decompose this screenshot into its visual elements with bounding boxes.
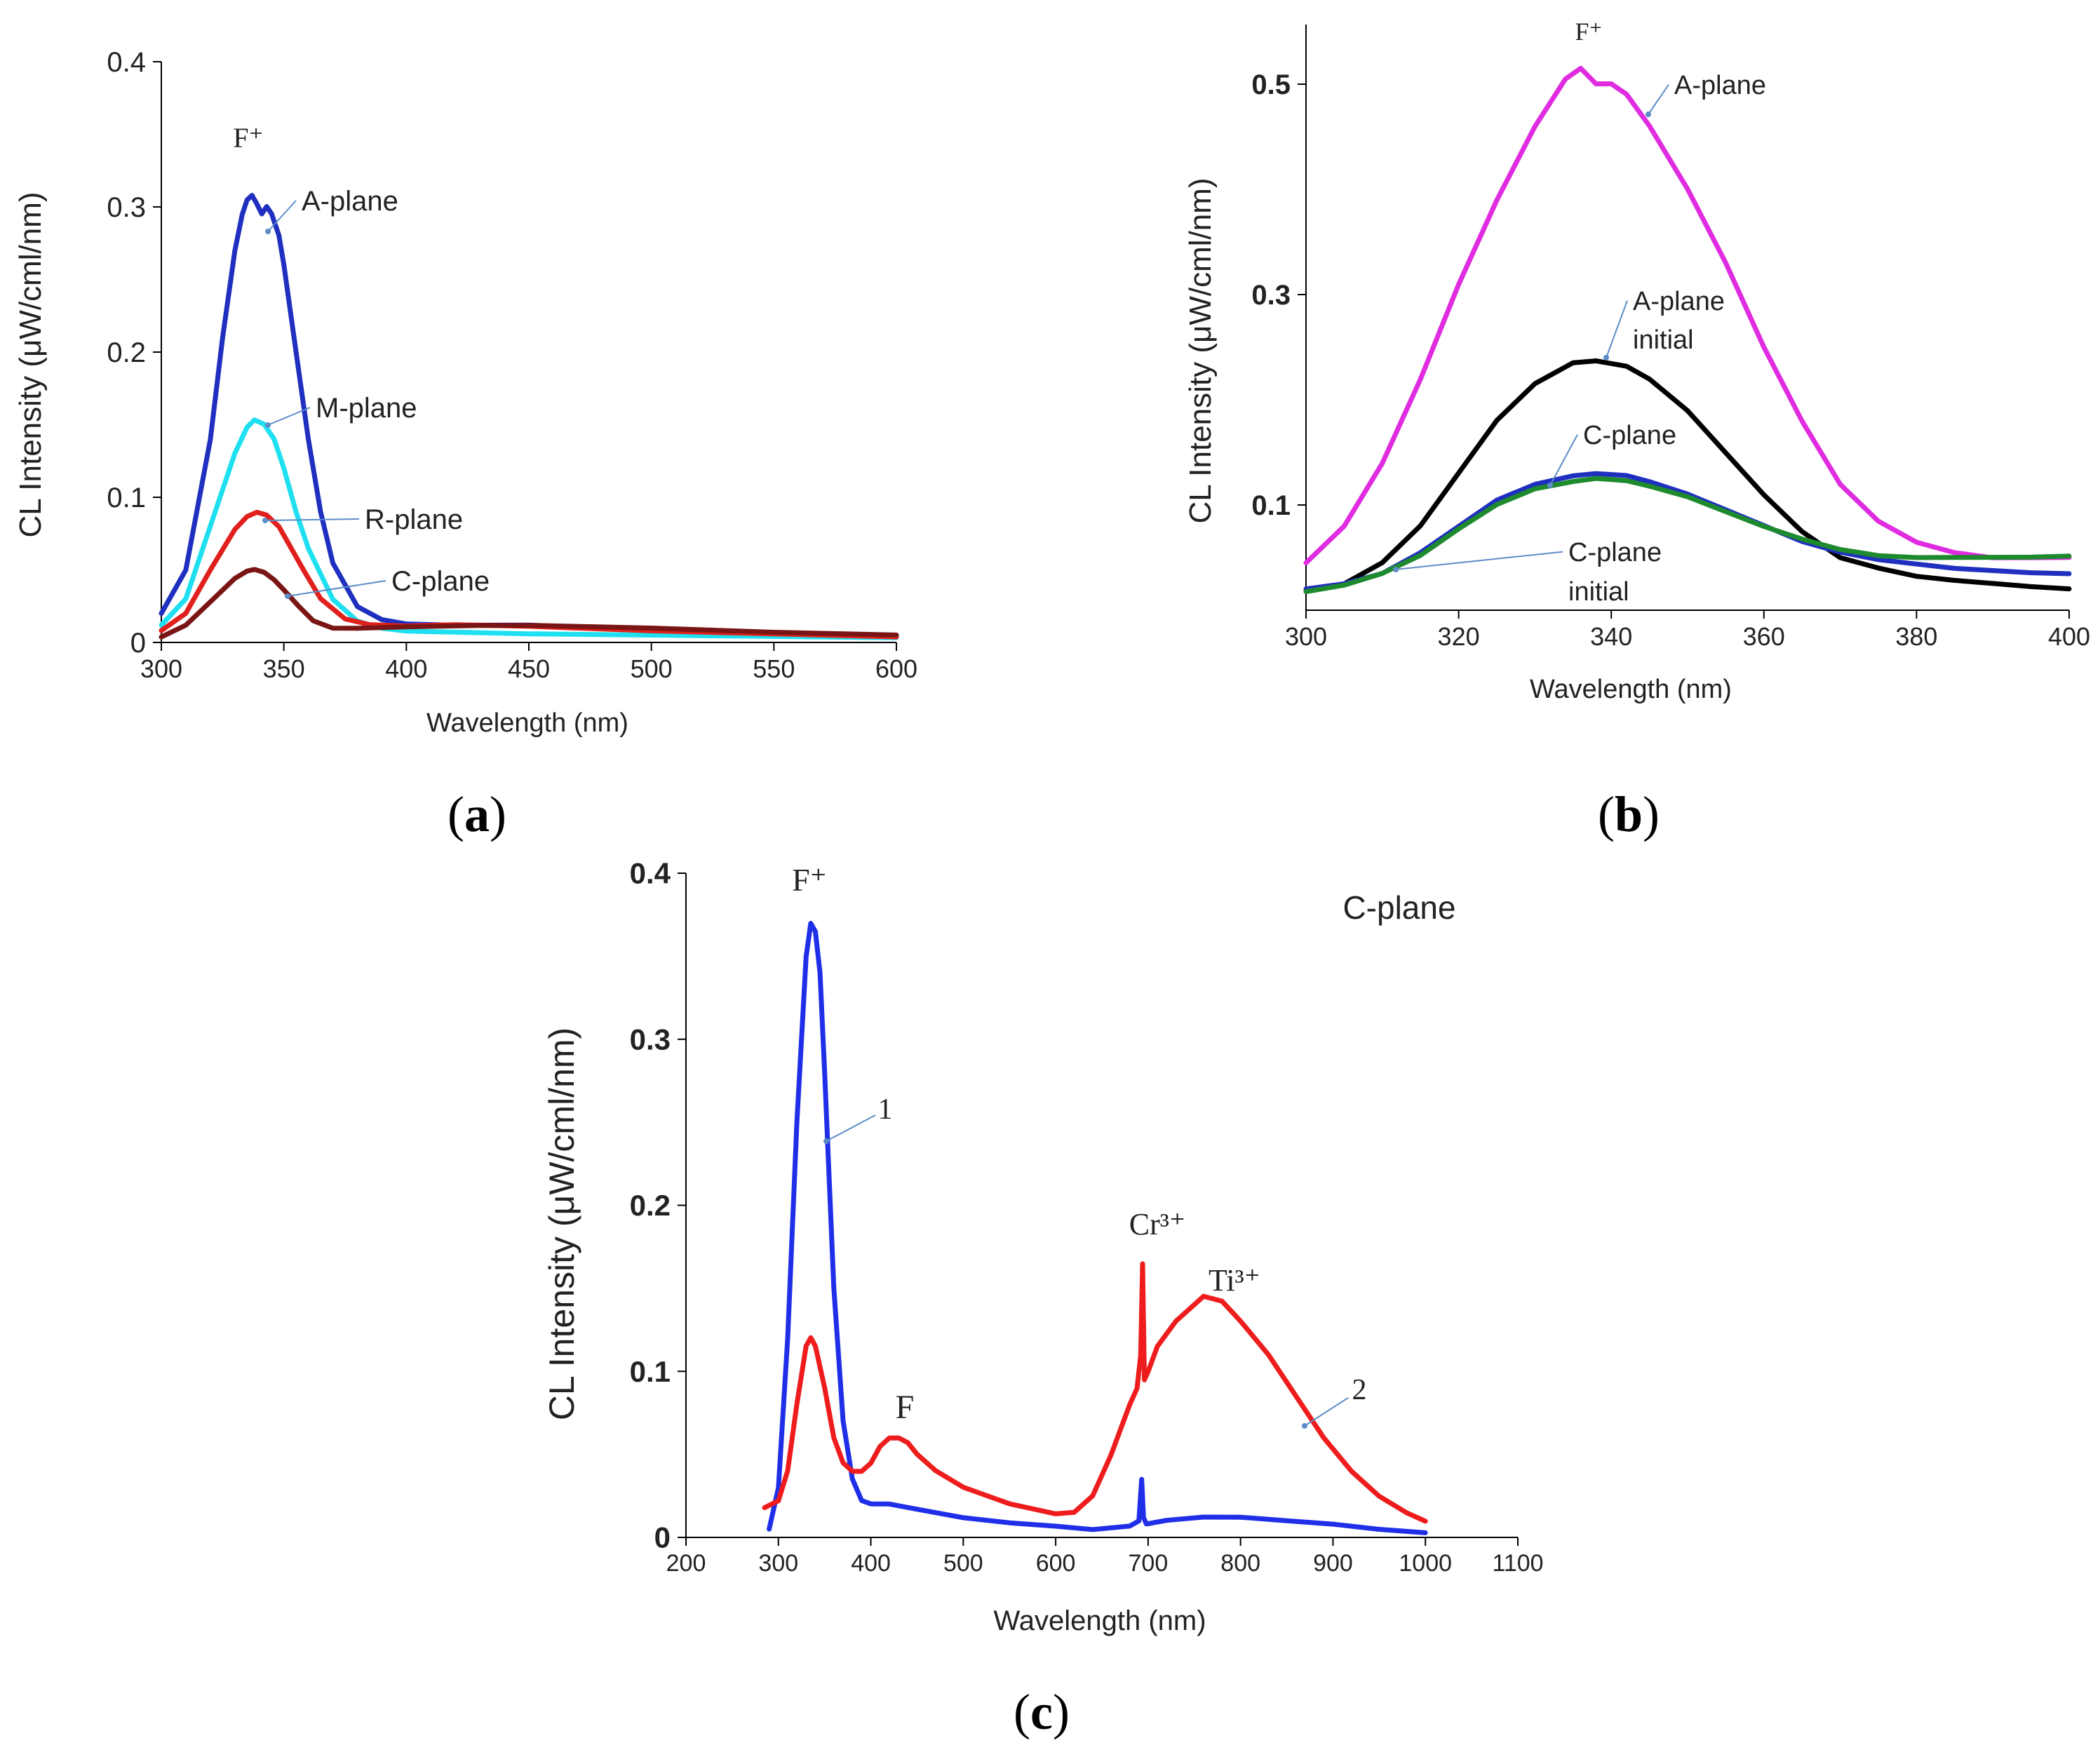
chart-a-y-tick-label: 0	[130, 628, 146, 659]
chart-c-x-tick-label: 800	[1220, 1550, 1260, 1577]
chart-b-leader-line	[1606, 300, 1628, 358]
chart-c-x-tick-label: 1000	[1399, 1550, 1452, 1577]
chart-c-series-1	[767, 921, 1428, 1535]
chart-a-y-axis-label: CL Intensity (μW/cml/nm)	[13, 191, 48, 537]
chart-a-peak-label-fplus: F⁺	[233, 122, 263, 154]
chart-c-caption: (c)	[1014, 1684, 1070, 1740]
chart-b-y-tick-label: 0.3	[1251, 280, 1291, 311]
chart-a-leader-arrow	[265, 422, 271, 428]
chart-a-leader-line	[267, 407, 311, 426]
chart-c-x-tick-label: 200	[666, 1550, 706, 1577]
chart-c-peak-label: F	[896, 1389, 915, 1426]
chart-b-leader-line	[1648, 84, 1669, 115]
chart-b: CL Intensity (μW/cml/nm) Wavelength (nm)…	[1183, 18, 2090, 842]
chart-a-y-tick-label: 0.4	[107, 47, 146, 78]
chart-c-x-tick-label: 400	[851, 1550, 891, 1577]
chart-b-x-tick-label: 300	[1285, 622, 1327, 651]
chart-a-leader-arrow	[285, 593, 290, 599]
chart-a-x-axis-label: Wavelength (nm)	[426, 708, 628, 738]
chart-c-leader-arrow	[823, 1138, 829, 1144]
chart-a-series-r-plane	[159, 509, 899, 640]
chart-c-y-tick-label: 0.3	[630, 1023, 671, 1056]
chart-c-series-2	[762, 1261, 1428, 1524]
chart-b-annotation-a-plane-initial: A-plane	[1633, 287, 1725, 316]
chart-c-annotation-2: 2	[1352, 1374, 1367, 1406]
chart-a-leader-line	[287, 580, 386, 597]
chart-b-series-c-plane	[1303, 471, 2072, 592]
chart-b-leader-arrow	[1547, 483, 1553, 488]
chart-b-x-tick-label: 360	[1743, 622, 1785, 651]
chart-c-x-tick-label: 1100	[1492, 1550, 1543, 1577]
chart-c-y-tick-label: 0.4	[630, 857, 671, 890]
chart-c-y-axis-label: CL Intensity (μW/cml/nm)	[542, 1028, 581, 1420]
chart-c: CL Intensity (μW/cml/nm) Wavelength (nm)…	[542, 857, 1544, 1740]
chart-a-y-tick-label: 0.2	[107, 337, 146, 368]
chart-a-leader-arrow	[265, 229, 271, 234]
chart-b-x-tick-label: 380	[1895, 622, 1937, 651]
chart-c-x-tick-label: 500	[943, 1550, 983, 1577]
chart-c-x-tick-label: 900	[1313, 1550, 1353, 1577]
chart-a-annotation-c-plane: C-plane	[391, 566, 490, 597]
chart-b-y-axis-label: CL Intensity (μW/cml/nm)	[1183, 177, 1218, 523]
chart-b-leader-arrow	[1393, 567, 1399, 572]
chart-c-y-tick-label: 0.2	[630, 1189, 671, 1222]
chart-c-peak-label: Ti³⁺	[1209, 1263, 1260, 1298]
chart-a-x-tick-label: 350	[263, 654, 305, 683]
chart-a-series-c-plane	[159, 567, 899, 640]
chart-a-leader-arrow	[262, 518, 268, 523]
chart-c-x-tick-label: 600	[1036, 1550, 1076, 1577]
chart-b-y-tick-label: 0.5	[1251, 69, 1291, 100]
chart-c-leader-line	[1304, 1397, 1349, 1427]
chart-b-y-tick-label: 0.1	[1251, 490, 1291, 521]
chart-c-x-tick-label: 300	[758, 1550, 798, 1577]
chart-a-caption: (a)	[447, 786, 506, 842]
chart-c-leader-arrow	[1302, 1423, 1307, 1429]
chart-a-series-a-plane	[159, 193, 899, 639]
chart-c-y-tick-label: 0	[654, 1521, 671, 1554]
chart-b-caption: (b)	[1598, 786, 1660, 842]
chart-b-peak-label-fplus: F⁺	[1575, 18, 1602, 46]
chart-a-x-tick-label: 300	[140, 654, 182, 683]
chart-a-annotation-m-plane: M-plane	[316, 393, 417, 424]
chart-c-peak-label: Cr³⁺	[1129, 1207, 1185, 1241]
chart-c-x-tick-label: 700	[1129, 1550, 1169, 1577]
chart-c-peak-label: F⁺	[792, 862, 827, 898]
chart-b-series-a-plane-initial	[1303, 358, 2072, 594]
chart-b-annotation-c-plane-initial: C-plane	[1568, 538, 1662, 567]
chart-a-annotation-r-plane: R-plane	[365, 504, 463, 535]
chart-b-x-tick-label: 320	[1438, 622, 1480, 651]
chart-b-series-a-plane	[1303, 65, 2072, 565]
chart-a-x-tick-label: 400	[385, 654, 427, 683]
chart-a-series-m-plane	[159, 417, 899, 640]
chart-c-x-axis-label: Wavelength (nm)	[993, 1605, 1206, 1636]
chart-b-annotation-c-plane: C-plane	[1583, 421, 1676, 450]
chart-a-y-tick-label: 0.1	[107, 483, 146, 513]
chart-b-annotation-a-plane-initial: initial	[1633, 325, 1694, 355]
chart-b-annotation-c-plane-initial: initial	[1568, 577, 1629, 607]
chart-a: CL Intensity (μW/cml/nm) Wavelength (nm)…	[13, 47, 917, 842]
chart-c-y-tick-label: 0.1	[630, 1355, 671, 1388]
chart-c-leader-line	[826, 1114, 876, 1142]
chart-a-x-tick-label: 500	[631, 654, 673, 683]
chart-a-leader-line	[264, 518, 360, 521]
chart-b-leader-line	[1395, 551, 1563, 570]
chart-a-x-tick-label: 550	[753, 654, 795, 683]
chart-b-x-axis-label: Wavelength (nm)	[1530, 675, 1732, 704]
chart-a-x-tick-label: 450	[508, 654, 550, 683]
chart-b-leader-line	[1549, 434, 1578, 486]
chart-a-leader-line	[267, 200, 297, 232]
chart-b-series-c-plane-initial	[1303, 476, 2072, 594]
chart-c-annotation-1: 1	[878, 1093, 893, 1126]
chart-c-title: C-plane	[1342, 889, 1455, 926]
chart-b-x-tick-label: 400	[2048, 622, 2090, 651]
chart-a-annotation-a-plane: A-plane	[302, 186, 398, 217]
chart-b-x-tick-label: 340	[1590, 622, 1632, 651]
chart-b-annotation-a-plane: A-plane	[1674, 71, 1766, 100]
chart-b-leader-arrow	[1603, 355, 1609, 361]
chart-a-x-tick-label: 600	[875, 654, 917, 683]
chart-b-leader-arrow	[1645, 112, 1651, 117]
chart-a-y-tick-label: 0.3	[107, 192, 146, 223]
